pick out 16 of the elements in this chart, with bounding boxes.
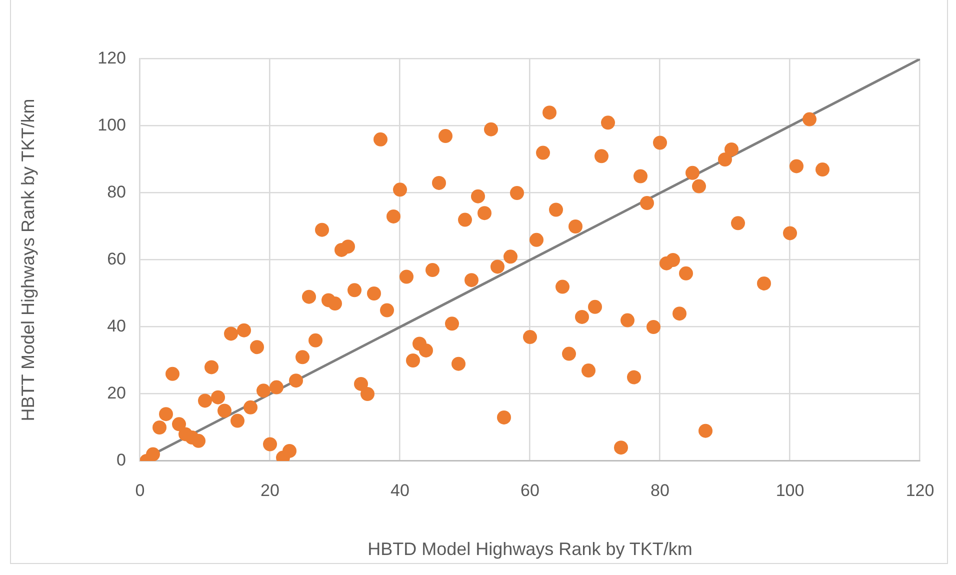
y-axis-title: HBTT Model Highways Rank by TKT/km bbox=[18, 98, 38, 422]
y-tick-label: 100 bbox=[98, 116, 126, 135]
y-tick-label: 120 bbox=[98, 48, 126, 68]
y-tick-label: 40 bbox=[107, 316, 126, 336]
x-axis-title: HBTD Model Highways Rank by TKT/km bbox=[368, 539, 692, 560]
y-tick-label: 0 bbox=[116, 450, 126, 470]
x-tick-label: 0 bbox=[135, 480, 145, 500]
x-tick-label: 120 bbox=[906, 480, 934, 500]
x-tick-label: 40 bbox=[390, 480, 410, 500]
x-tick-label: 80 bbox=[650, 480, 670, 500]
x-tick-label: 100 bbox=[776, 480, 804, 500]
y-tick-label: 20 bbox=[107, 384, 126, 403]
x-tick-label: 20 bbox=[260, 480, 280, 500]
y-tick-label: 80 bbox=[107, 182, 126, 202]
x-tick-label: 60 bbox=[520, 480, 540, 500]
y-tick-label: 60 bbox=[107, 250, 126, 269]
